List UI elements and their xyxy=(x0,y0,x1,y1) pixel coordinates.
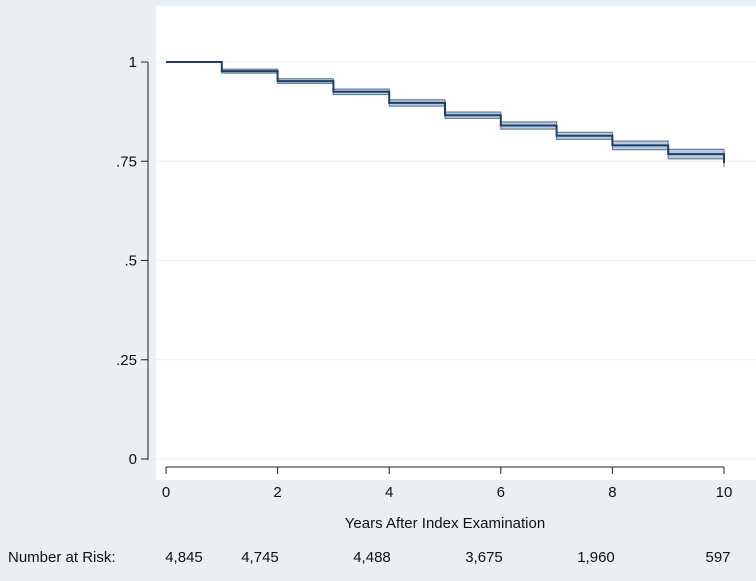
y-tick-label: 0 xyxy=(129,451,137,468)
x-tick-label: 10 xyxy=(716,484,733,501)
x-tick-label: 8 xyxy=(608,484,616,501)
number-at-risk-value: 3,675 xyxy=(465,549,503,566)
series-group xyxy=(166,61,725,168)
number-at-risk-value: 4,745 xyxy=(241,549,279,566)
y-tick-label: .75 xyxy=(116,153,137,170)
y-tick-label: 1 xyxy=(129,54,137,71)
y-tick-label: .25 xyxy=(116,352,137,369)
x-axis-label: Years After Index Examination xyxy=(345,515,545,532)
number-at-risk-value: 4,488 xyxy=(353,549,391,566)
x-tick-label: 2 xyxy=(273,484,281,501)
x-tick-label: 6 xyxy=(497,484,505,501)
plot-area xyxy=(156,6,756,480)
survival-line xyxy=(166,61,725,164)
number-at-risk-value: 597 xyxy=(705,549,730,566)
x-ticks: 0 2 4 6 8 10 xyxy=(162,467,733,501)
grid-lines xyxy=(156,61,756,460)
x-tick-label: 0 xyxy=(162,484,170,501)
x-tick-label: 4 xyxy=(385,484,393,501)
number-at-risk-label: Number at Risk: xyxy=(8,549,116,566)
number-at-risk-value: 1,960 xyxy=(577,549,615,566)
y-tick-label: .5 xyxy=(124,253,137,270)
y-ticks: 0 .25 .5 .75 1 xyxy=(116,54,148,468)
number-at-risk-row: Number at Risk: 4,845 4,745 4,488 3,675 1,96… xyxy=(8,549,731,566)
number-at-risk-value: 4,845 xyxy=(165,549,203,566)
